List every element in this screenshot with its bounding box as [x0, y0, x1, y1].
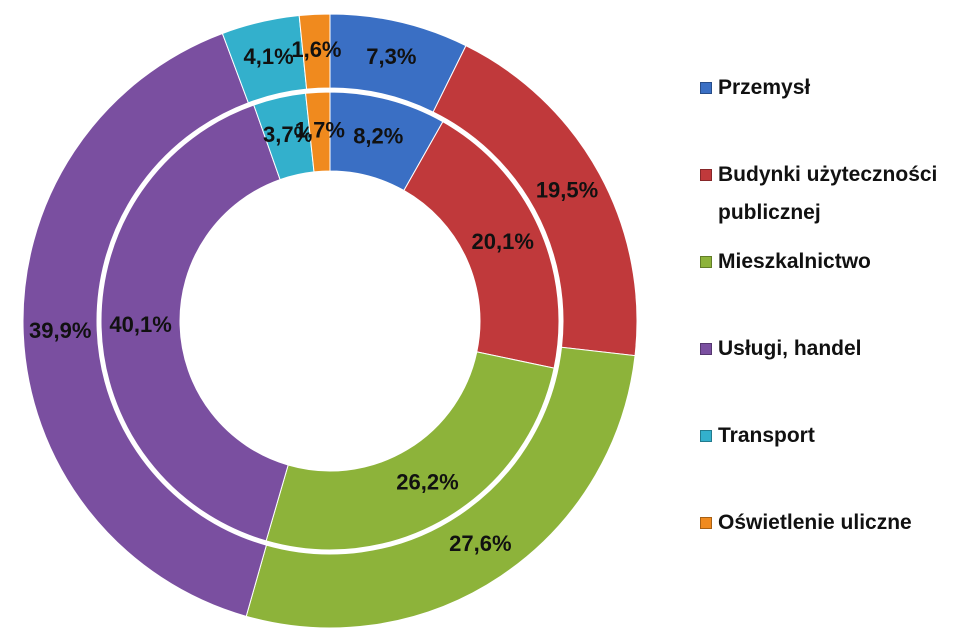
legend-swatch — [700, 343, 712, 355]
donut-slice — [305, 91, 331, 173]
donut-slice — [245, 346, 636, 629]
data-label: 40,1% — [109, 312, 171, 337]
legend-swatch — [700, 517, 712, 529]
legend-item: Przemysł — [700, 69, 968, 107]
legend-label: Budynki użyteczności publicznej — [718, 163, 938, 224]
legend-item: Budynki użyteczności publicznej — [700, 156, 968, 232]
data-label: 26,2% — [396, 469, 458, 494]
data-label: 39,9% — [29, 318, 91, 343]
data-label: 8,2% — [353, 124, 403, 149]
donut-plot: 8,2% 20,1% 26,2% 40,1% 3,7%1,7% 7,3% 19,5% 27,6… — [22, 13, 638, 629]
donut-slice — [265, 351, 555, 551]
legend-item: Transport — [700, 417, 968, 455]
data-label: 19,5% — [536, 177, 598, 202]
legend-label: Mieszkalnictwo — [718, 250, 871, 273]
legend-label: Oświetlenie uliczne — [718, 511, 912, 534]
legend-swatch — [700, 82, 712, 94]
legend-item: Usługi, handel — [700, 330, 968, 368]
legend-swatch — [700, 169, 712, 181]
legend-swatch — [700, 256, 712, 268]
data-label: 1,6% — [291, 37, 341, 62]
donut-slice — [298, 13, 331, 90]
data-label: 3,7% — [263, 122, 313, 147]
data-label: 1,7% — [295, 118, 345, 143]
data-label: 27,6% — [449, 531, 511, 556]
legend-swatch — [700, 430, 712, 442]
legend-label: Usługi, handel — [718, 337, 862, 360]
donut-slice — [100, 104, 289, 542]
donut-slice — [22, 32, 268, 617]
legend-label: Transport — [718, 424, 815, 447]
data-label: 4,1% — [244, 44, 294, 69]
data-label: 7,3% — [366, 44, 416, 69]
legend-item: Oświetlenie uliczne — [700, 504, 968, 542]
data-label: 20,1% — [472, 229, 534, 254]
legend-item: Mieszkalnictwo — [700, 243, 968, 281]
legend-label: Przemysł — [718, 76, 811, 99]
